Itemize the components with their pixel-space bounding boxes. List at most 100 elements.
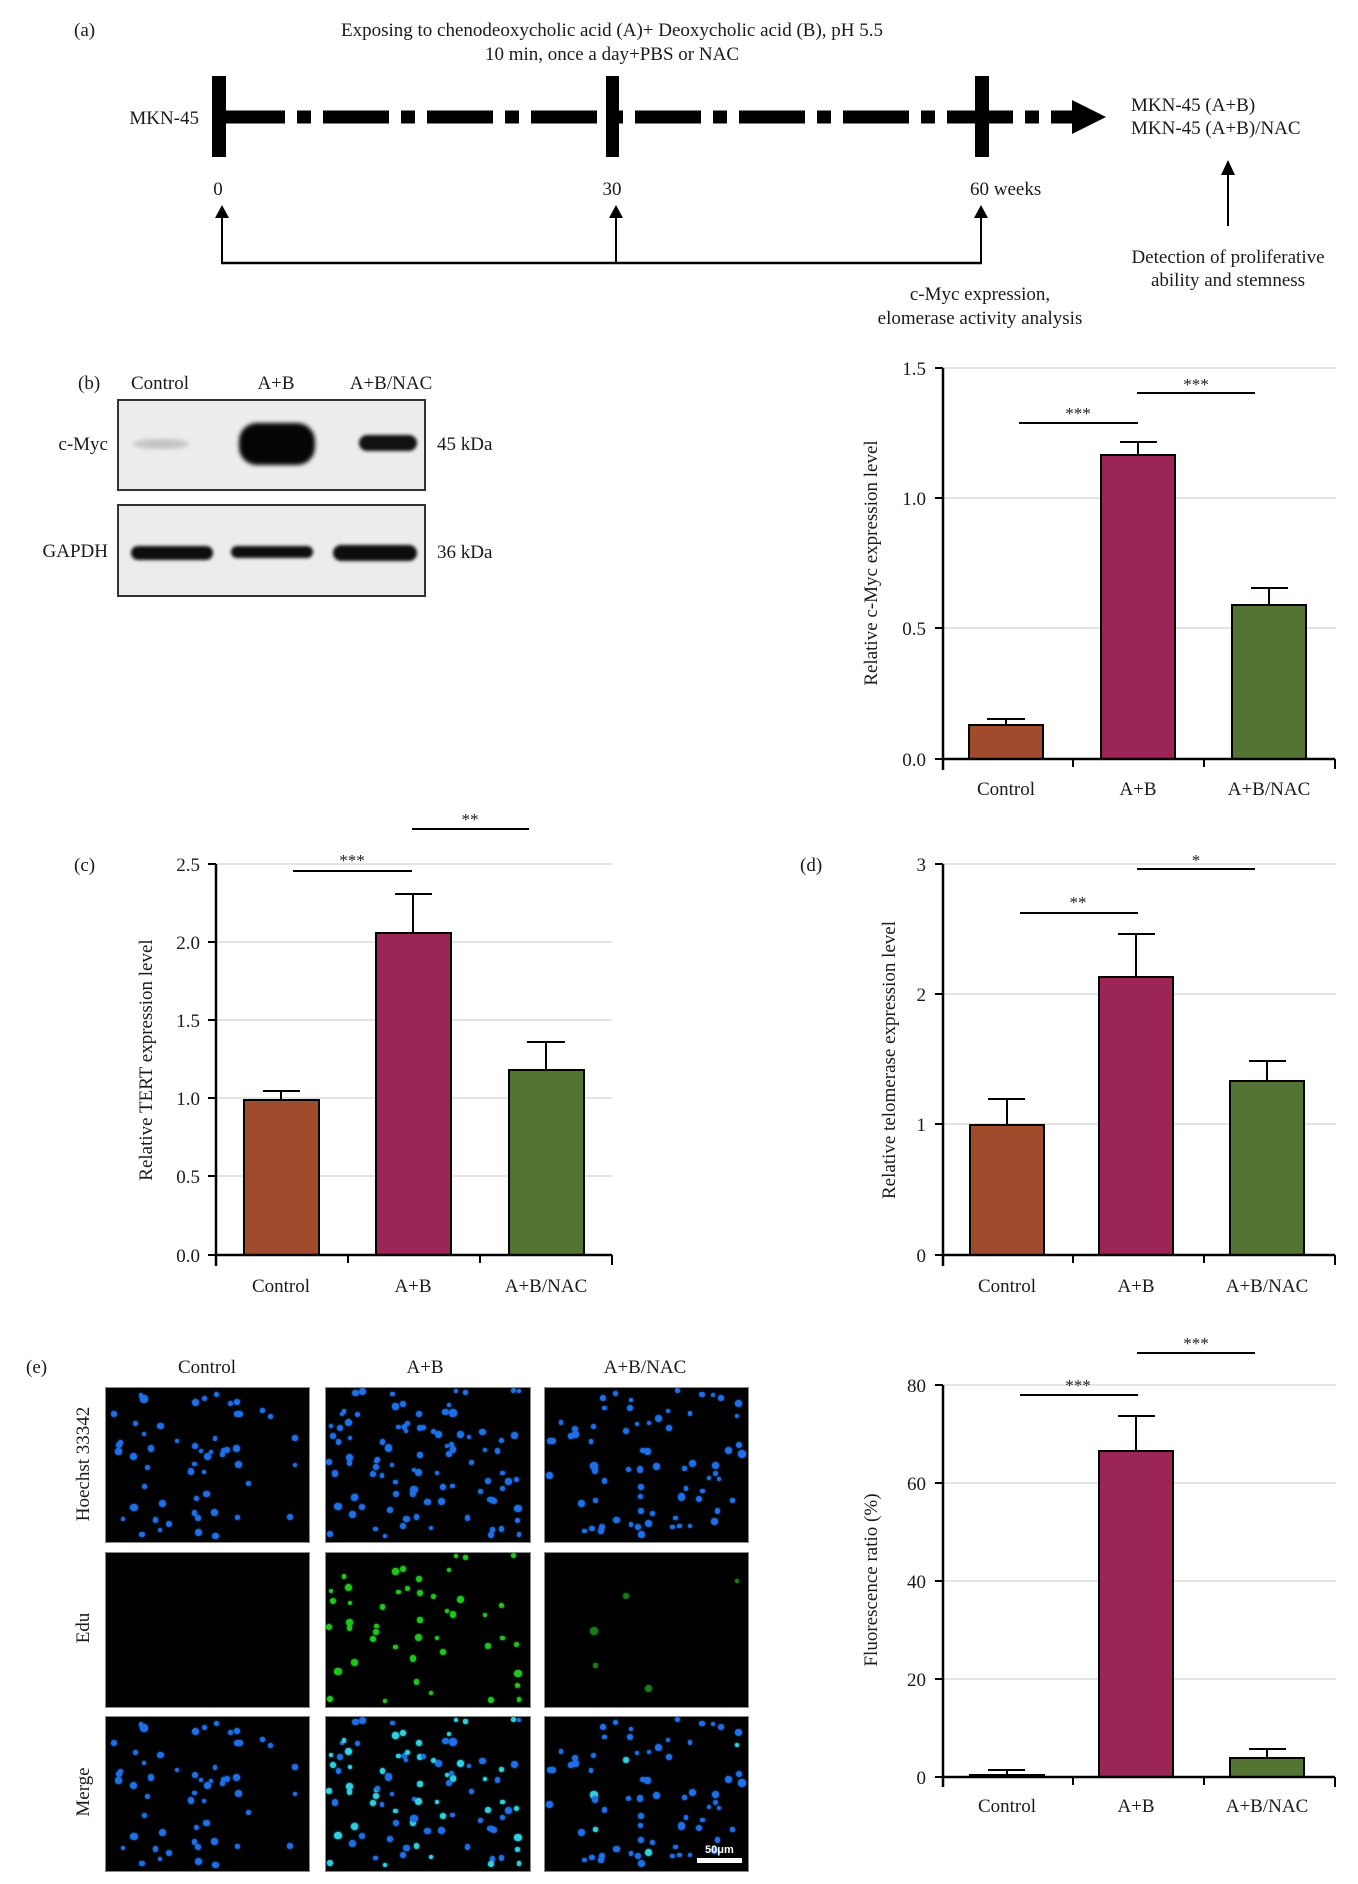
nucleus [235,1789,243,1797]
nucleus [598,1857,604,1863]
nucleus [416,1410,422,1417]
nucleus [326,1859,333,1867]
nucleus [683,1486,688,1491]
tick-label-0: 0 [213,179,223,200]
nucleus [195,1529,203,1537]
nucleus [392,1568,399,1575]
nucleus [453,1389,458,1394]
nucleus [152,1517,159,1523]
nucleus [448,1771,454,1777]
nucleus [487,1825,493,1832]
ytick: 1.0 [176,1089,200,1110]
nucleus [649,1840,655,1846]
nucleus [147,1774,155,1781]
nucleus [593,1498,598,1503]
analysis-text-line2: elomerase activity analysis [878,308,1083,329]
nucleus [511,1717,517,1723]
nucleus [588,1768,594,1773]
nucleus [145,1465,151,1471]
y-axis-label: Fluorescence ratio (%) [861,1493,882,1666]
nucleus [482,1448,487,1453]
nucleus [335,1768,342,1774]
nucleus [174,1439,179,1444]
nucleus [386,1836,393,1842]
nucleus [516,1531,522,1537]
nucleus [413,1679,420,1685]
nucleus [673,1515,678,1521]
nucleus [655,1743,663,1751]
nucleus [118,1768,124,1774]
nucleus [465,1515,471,1521]
image-edu-ab [325,1552,531,1708]
nucleus [214,1391,220,1397]
nucleus [404,1749,411,1755]
nucleus [516,1388,522,1394]
nucleus [347,1600,353,1606]
column-label-control: Control [178,1357,236,1378]
nucleus [590,1462,598,1470]
nucleus [636,1795,644,1802]
nucleus [713,1471,719,1477]
xtick: Control [252,1276,310,1297]
ytick: 2.5 [176,855,200,876]
nucleus [449,1409,457,1417]
nucleus [132,1420,139,1427]
nucleus [234,1728,240,1734]
nucleus [487,1496,493,1503]
nucleus [152,1846,159,1852]
nucleus [440,1484,447,1491]
size-label-36: 36 kDa [437,542,493,563]
nucleus [484,1477,491,1484]
nucleus [192,1461,197,1467]
nucleus [339,1740,345,1745]
panel-e-label: (e) [26,1357,47,1378]
nucleus [203,1452,211,1460]
nucleus [626,1796,632,1801]
nucleus [358,1388,366,1396]
nucleus [359,1504,366,1511]
nucleus [191,1728,200,1736]
nucleus [514,1847,520,1853]
nucleus [352,1389,359,1397]
nucleus [142,1761,147,1766]
nucleus [383,1533,388,1538]
chart-c-tert: (c) 2.5 2.0 1.5 1.0 0.5 0.0 [74,810,613,1297]
nucleus [373,1629,380,1636]
nucleus [403,1429,408,1434]
nucleus [626,1467,632,1472]
nucleus [479,1428,486,1436]
nucleus [389,1462,395,1467]
outcome-line2: MKN-45 (A+B)/NAC [1131,118,1301,139]
nucleus [403,1758,408,1763]
nucleus [220,1781,225,1786]
nucleus [337,1425,343,1432]
nucleus [147,1445,155,1452]
nucleus [655,1414,663,1422]
nucleus [329,1762,336,1769]
nucleus [233,1445,240,1452]
nucleus [220,1447,226,1453]
nucleus [500,1799,505,1805]
nucleus [410,1814,418,1823]
nucleus [326,1530,333,1538]
blot-gapdh [117,504,426,597]
nucleus [329,1433,336,1440]
nucleus [601,1478,608,1485]
nucleus [640,1776,646,1783]
nucleus [446,1567,452,1572]
nucleus [734,1400,742,1407]
nucleus [424,1827,431,1834]
nucleus [390,1392,395,1397]
nucleus [409,1490,417,1497]
nucleus [428,1690,434,1695]
significance-label: ** [462,810,479,829]
nucleus [352,1718,359,1726]
nucleus [445,1779,452,1786]
nucleus [417,1781,423,1787]
nucleus [484,1806,491,1813]
nucleus [208,1449,214,1454]
nucleus [409,1655,417,1662]
arrow-up-icon [609,205,623,218]
nucleus [453,1718,458,1723]
nucleus [450,1483,455,1489]
